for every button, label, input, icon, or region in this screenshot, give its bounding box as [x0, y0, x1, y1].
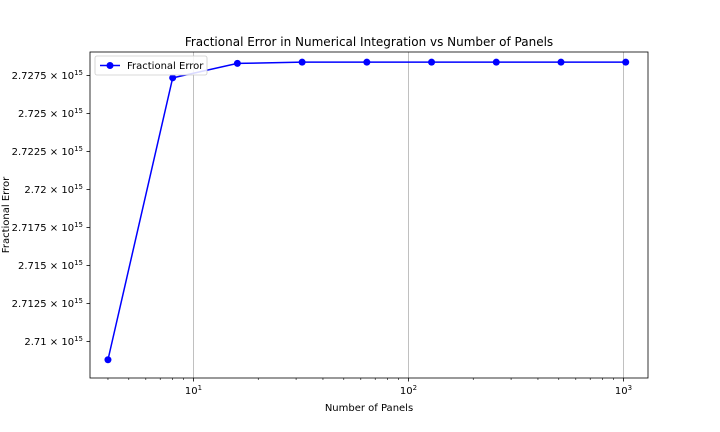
x-tick-label: 102 [400, 384, 417, 397]
data-point [557, 58, 565, 66]
y-tick-label: 2.7225 × 1015 [12, 145, 83, 158]
legend-marker [106, 62, 114, 69]
data-point [169, 74, 177, 82]
data-point [492, 58, 500, 66]
y-tick-label: 2.7125 × 1015 [12, 297, 83, 310]
legend: Fractional Error [94, 55, 208, 76]
plot-area-frame [89, 51, 649, 379]
y-tick-label: 2.7275 × 1015 [12, 69, 83, 82]
x-tick-label: 101 [185, 384, 202, 397]
legend-label: Fractional Error [127, 61, 204, 72]
grid-lines [193, 52, 624, 378]
data-point [298, 58, 306, 66]
data-point [622, 58, 630, 66]
data-point [363, 58, 371, 66]
y-axis-ticks: 2.71 × 1015 2.7125 × 1015 2.715 × 1015 2.71… [12, 69, 90, 348]
y-tick-label: 2.725 × 1015 [18, 107, 83, 120]
y-axis-label: Fractional Error [1, 176, 12, 253]
x-axis-ticks: 101 102 103 [107, 378, 632, 397]
y-tick-label: 2.72 × 1015 [24, 183, 83, 196]
y-tick-label: 2.7175 × 1015 [12, 221, 83, 234]
x-axis-label: Number of Panels [325, 403, 413, 414]
data-point [233, 59, 241, 67]
x-tick-label: 103 [615, 384, 632, 397]
data-point [428, 58, 436, 66]
data-point [104, 356, 112, 364]
y-tick-label: 2.71 × 1015 [24, 335, 83, 348]
y-tick-label: 2.715 × 1015 [18, 259, 83, 272]
legend-box [94, 55, 208, 76]
chart-title: Fractional Error in Numerical Integratio… [185, 35, 553, 49]
